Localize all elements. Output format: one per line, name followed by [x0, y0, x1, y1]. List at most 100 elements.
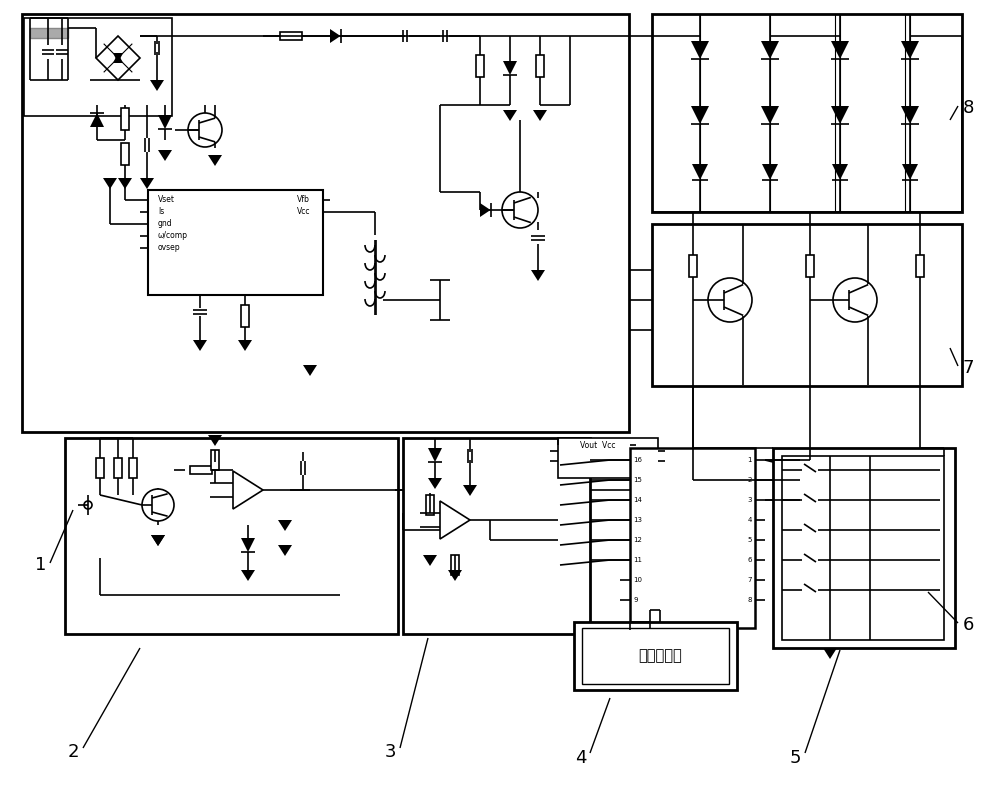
- Text: 4: 4: [575, 749, 586, 767]
- Text: 3: 3: [385, 743, 396, 761]
- Bar: [689, 255, 697, 277]
- Polygon shape: [208, 435, 222, 446]
- Bar: [30, 28, 68, 38]
- Text: 11: 11: [633, 557, 642, 563]
- Bar: [24, 18, 172, 116]
- Polygon shape: [691, 41, 709, 59]
- Bar: [148, 190, 323, 295]
- Bar: [582, 628, 729, 684]
- Polygon shape: [533, 110, 547, 121]
- Text: 1: 1: [35, 556, 46, 574]
- Polygon shape: [692, 164, 708, 180]
- Polygon shape: [113, 53, 123, 63]
- Polygon shape: [151, 535, 165, 546]
- Text: 6: 6: [963, 616, 974, 634]
- Text: Vset: Vset: [158, 196, 175, 204]
- Polygon shape: [831, 41, 849, 59]
- Bar: [574, 622, 737, 690]
- Text: gnd: gnd: [158, 219, 173, 229]
- Bar: [426, 495, 434, 515]
- Polygon shape: [691, 106, 709, 124]
- Bar: [558, 438, 658, 478]
- Bar: [96, 458, 104, 478]
- Text: 4: 4: [748, 517, 752, 523]
- Polygon shape: [158, 115, 172, 129]
- Bar: [476, 55, 484, 77]
- Polygon shape: [241, 538, 255, 552]
- Polygon shape: [158, 150, 172, 161]
- Text: 8: 8: [963, 99, 974, 117]
- Text: 6: 6: [748, 557, 752, 563]
- Text: Vcc: Vcc: [296, 208, 310, 216]
- Bar: [782, 456, 944, 640]
- Text: 16: 16: [633, 457, 642, 463]
- Text: 13: 13: [633, 517, 642, 523]
- Polygon shape: [150, 80, 164, 91]
- Text: 12: 12: [633, 537, 642, 543]
- Polygon shape: [761, 41, 779, 59]
- Bar: [190, 466, 212, 474]
- Polygon shape: [531, 270, 545, 281]
- Polygon shape: [831, 106, 849, 124]
- Polygon shape: [448, 570, 462, 581]
- Bar: [211, 450, 219, 470]
- Polygon shape: [832, 164, 848, 180]
- Polygon shape: [480, 203, 490, 217]
- Polygon shape: [278, 545, 292, 556]
- Polygon shape: [193, 340, 207, 351]
- Polygon shape: [503, 61, 517, 75]
- Text: ovsep: ovsep: [158, 243, 181, 253]
- Text: 15: 15: [633, 477, 642, 483]
- Bar: [65, 438, 398, 634]
- Text: Vfb: Vfb: [297, 196, 310, 204]
- Bar: [22, 14, 629, 432]
- Polygon shape: [901, 106, 919, 124]
- Text: 7: 7: [963, 359, 974, 377]
- Polygon shape: [103, 178, 117, 189]
- Text: 10: 10: [633, 577, 642, 583]
- Polygon shape: [118, 178, 132, 189]
- Polygon shape: [90, 113, 104, 127]
- Bar: [241, 305, 249, 327]
- Polygon shape: [761, 106, 779, 124]
- Polygon shape: [762, 164, 778, 180]
- Polygon shape: [463, 485, 477, 496]
- Text: 1: 1: [748, 457, 752, 463]
- Text: 3: 3: [748, 497, 752, 503]
- Bar: [451, 555, 459, 575]
- Polygon shape: [423, 555, 437, 566]
- Text: 8: 8: [748, 597, 752, 603]
- Polygon shape: [901, 41, 919, 59]
- Polygon shape: [428, 448, 442, 462]
- Bar: [536, 55, 544, 77]
- Polygon shape: [902, 164, 918, 180]
- Text: 5: 5: [748, 537, 752, 543]
- Polygon shape: [238, 340, 252, 351]
- Text: ω/comp: ω/comp: [158, 231, 188, 241]
- Polygon shape: [428, 478, 442, 489]
- Bar: [916, 255, 924, 277]
- Polygon shape: [503, 110, 517, 121]
- Bar: [652, 14, 962, 212]
- Text: 7: 7: [748, 577, 752, 583]
- Bar: [280, 32, 302, 40]
- Bar: [121, 108, 129, 130]
- Text: 2: 2: [748, 477, 752, 483]
- Polygon shape: [140, 178, 154, 189]
- Bar: [403, 438, 590, 634]
- Polygon shape: [241, 570, 255, 581]
- Text: 时钟显示器: 时钟显示器: [638, 649, 682, 664]
- Text: 5: 5: [790, 749, 802, 767]
- Polygon shape: [113, 53, 123, 63]
- Polygon shape: [823, 648, 837, 659]
- Polygon shape: [208, 155, 222, 166]
- Bar: [652, 224, 962, 386]
- Polygon shape: [278, 520, 292, 531]
- Polygon shape: [330, 29, 340, 43]
- Bar: [630, 448, 755, 628]
- Text: 2: 2: [68, 743, 80, 761]
- Text: Vout  Vcc: Vout Vcc: [580, 440, 616, 450]
- Bar: [114, 458, 122, 478]
- Text: 9: 9: [633, 597, 638, 603]
- Text: 14: 14: [633, 497, 642, 503]
